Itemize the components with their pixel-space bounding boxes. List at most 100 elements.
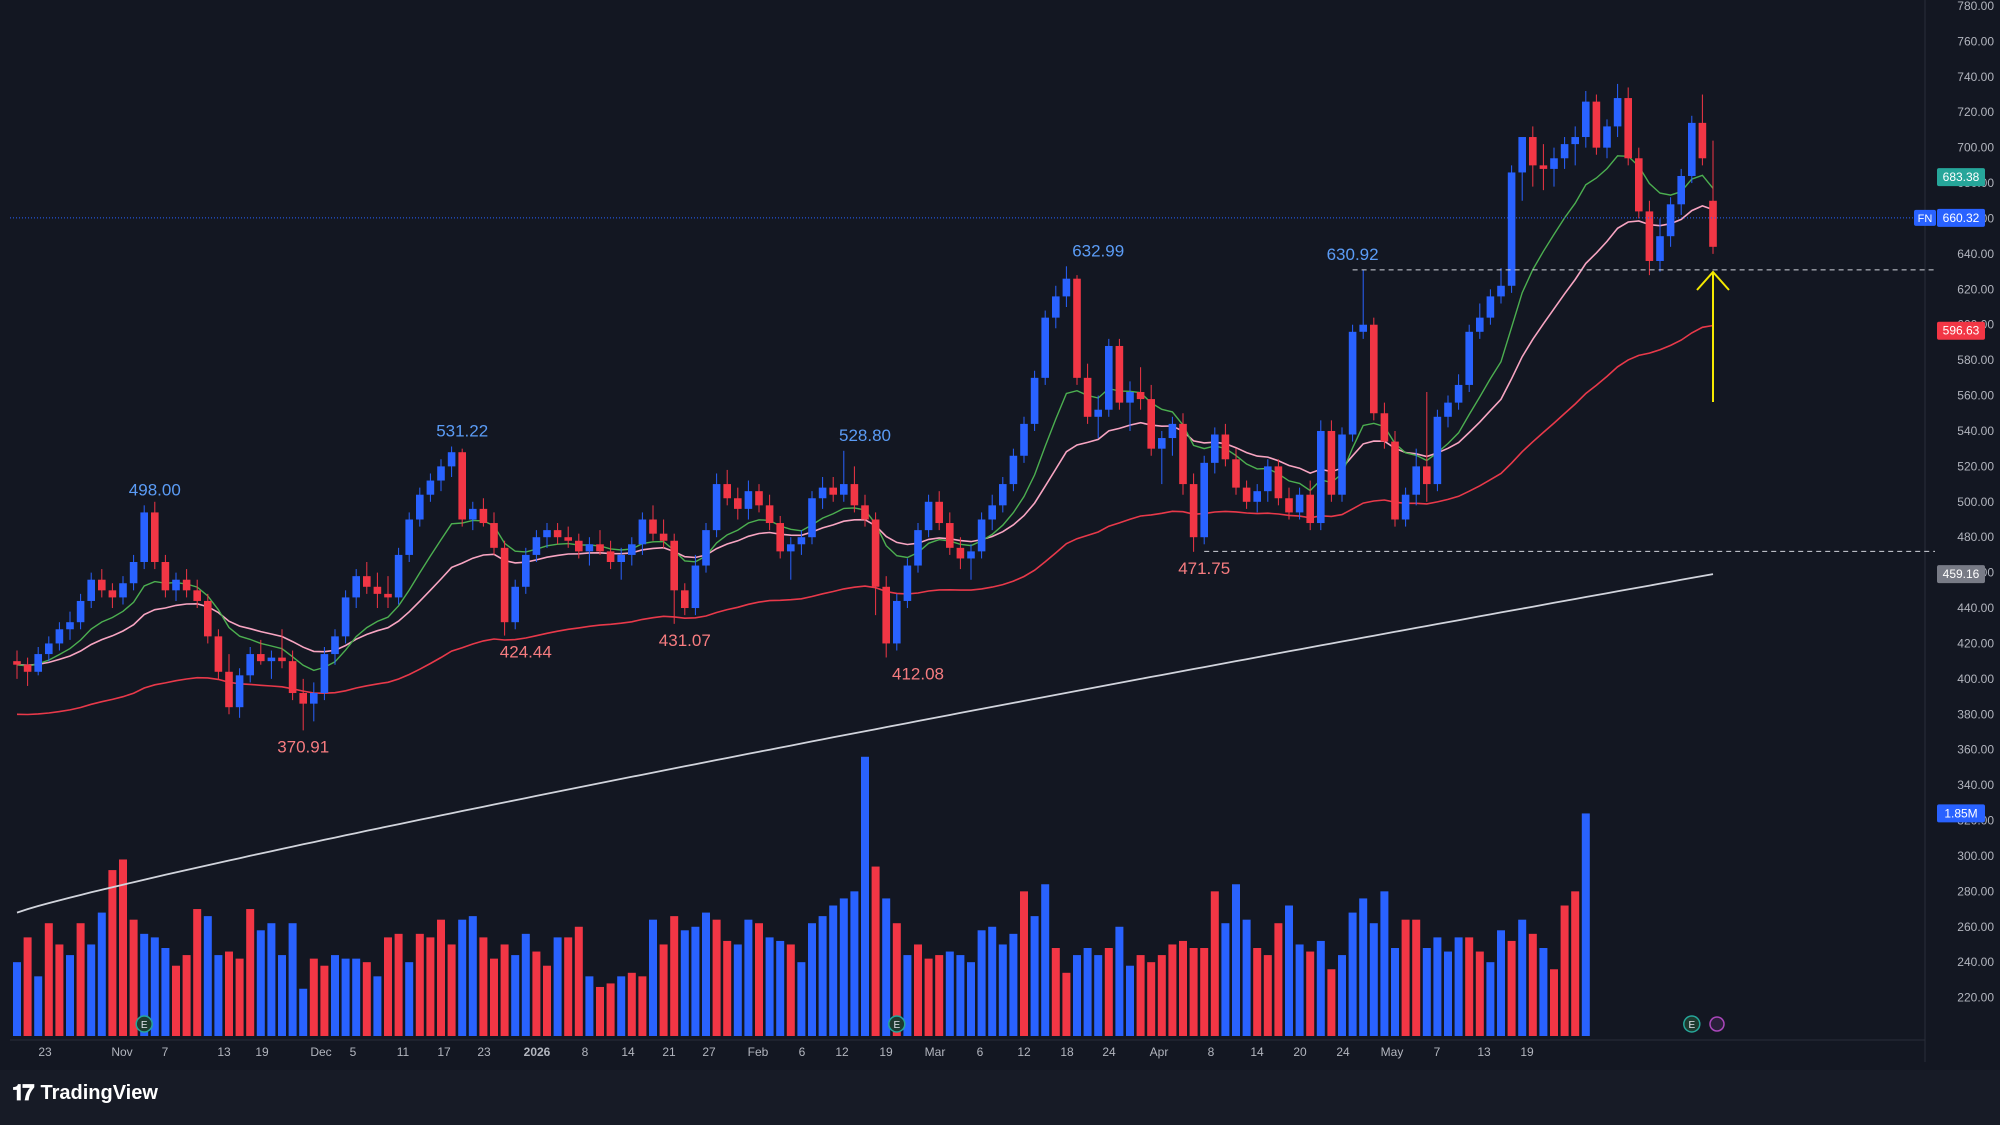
candle-body [522, 554, 530, 587]
price-tick-label: 260.00 [1957, 920, 1994, 934]
volume-bar [638, 976, 647, 1036]
candle-body [999, 484, 1007, 506]
volume-bar [1232, 884, 1240, 1036]
volume-bar [437, 919, 445, 1036]
volume-bar [97, 912, 106, 1036]
candle-body [1539, 165, 1548, 169]
volume-bar [1316, 940, 1325, 1036]
time-tick-label: 13 [217, 1045, 231, 1059]
candle-body [458, 452, 466, 520]
volume-bar [161, 948, 170, 1036]
candle-body [988, 505, 996, 520]
price-tick-label: 220.00 [1957, 991, 1994, 1005]
candle-body [310, 693, 318, 704]
volume-bar [1465, 937, 1474, 1036]
price-axis[interactable]: 220.00240.00260.00280.00300.00320.00340.… [1957, 0, 1994, 1005]
volume-bar [1147, 962, 1156, 1036]
time-tick-label: Mar [925, 1045, 946, 1059]
volume-bar [1041, 884, 1050, 1036]
candle-body [924, 501, 933, 531]
price-badge [1937, 168, 1985, 187]
price-tick-label: 720.00 [1957, 105, 1994, 119]
candlestick-chart[interactable]: 498.00 370.91 531.22 424.44 431.07 528.80 412.… [0, 0, 2000, 1070]
candle-body [1624, 98, 1632, 159]
time-tick-label: Nov [111, 1045, 132, 1059]
volume-bar [818, 916, 827, 1036]
price-tick-label: 520.00 [1957, 459, 1994, 473]
candle-body [1264, 466, 1272, 492]
volume-bar [256, 930, 265, 1036]
volume-bar [458, 919, 467, 1036]
volume-bar [1274, 923, 1283, 1036]
volume-bar [1168, 944, 1177, 1036]
volume-bar [384, 937, 392, 1036]
volume-bar [362, 962, 371, 1036]
dashed-levels [10, 217, 1935, 552]
volume-bar [1507, 940, 1516, 1036]
high-label: 630.92 [1327, 245, 1379, 264]
candle-body [691, 565, 700, 609]
time-tick-label: 23 [477, 1045, 491, 1059]
candle-body [119, 583, 127, 598]
candle-body [871, 519, 880, 587]
candle-body [1518, 137, 1526, 173]
volume-bar [1327, 969, 1336, 1036]
volume-bar [182, 955, 191, 1036]
candle-body [267, 657, 276, 662]
candle-body [670, 540, 678, 591]
volume-bar [977, 930, 986, 1036]
candle-body [638, 519, 647, 545]
candle-body [1497, 285, 1505, 297]
candle-body [1507, 172, 1516, 286]
candle-body [1030, 377, 1039, 424]
high-label: 498.00 [129, 480, 181, 499]
volume-bar [744, 919, 753, 1036]
candle-body [235, 675, 244, 708]
candle-body [1285, 498, 1293, 513]
time-tick-label: 8 [582, 1045, 589, 1059]
volume-bar [331, 955, 339, 1036]
volume-bar [1422, 948, 1431, 1036]
candle-body [903, 565, 912, 601]
volume-bar [871, 866, 880, 1036]
candle-body [893, 600, 901, 644]
volume-bar [288, 923, 297, 1036]
candle-body [490, 523, 498, 548]
volume-bar [967, 962, 975, 1036]
time-tick-label: Feb [748, 1045, 769, 1059]
high-label: 632.99 [1072, 241, 1124, 260]
price-tick-label: 780.00 [1957, 0, 1994, 13]
volume-bar [1242, 919, 1251, 1036]
tradingview-logo[interactable]: 𝟏𝟕 TradingView [12, 1080, 158, 1106]
time-tick-label: 18 [1060, 1045, 1074, 1059]
volume-bar [1475, 951, 1484, 1036]
volume-bar [1210, 891, 1219, 1036]
volume-bar [447, 944, 456, 1036]
candle-body [1052, 296, 1060, 318]
price-badge-label: 459.16 [1943, 567, 1980, 581]
volume-bar [829, 905, 838, 1036]
high-label: 531.22 [436, 422, 488, 441]
candle-body [246, 654, 254, 676]
candle-body [967, 551, 975, 559]
candle-body [1476, 317, 1484, 332]
volume-bar [320, 965, 329, 1036]
volume-bar [924, 958, 933, 1036]
time-tick-label: 13 [1477, 1045, 1491, 1059]
time-axis[interactable]: 23 Nov 7 13 19 Dec 5 11 17 23 2026 8 14 21 27 Feb 6 12 19 M… [38, 1045, 1534, 1059]
candle-body [628, 544, 636, 555]
price-tick-label: 400.00 [1957, 672, 1994, 686]
time-tick-label: 23 [38, 1045, 52, 1059]
candle-body [1211, 434, 1219, 463]
candle-body [1083, 377, 1092, 417]
candle-body [1041, 317, 1049, 378]
candle-body [1550, 158, 1558, 169]
candle-body [956, 547, 965, 559]
volume-bar [34, 976, 43, 1036]
candle-body [1666, 204, 1675, 237]
candle-body [34, 654, 42, 672]
volume-bar [13, 962, 21, 1036]
time-tick-label: 17 [437, 1045, 451, 1059]
